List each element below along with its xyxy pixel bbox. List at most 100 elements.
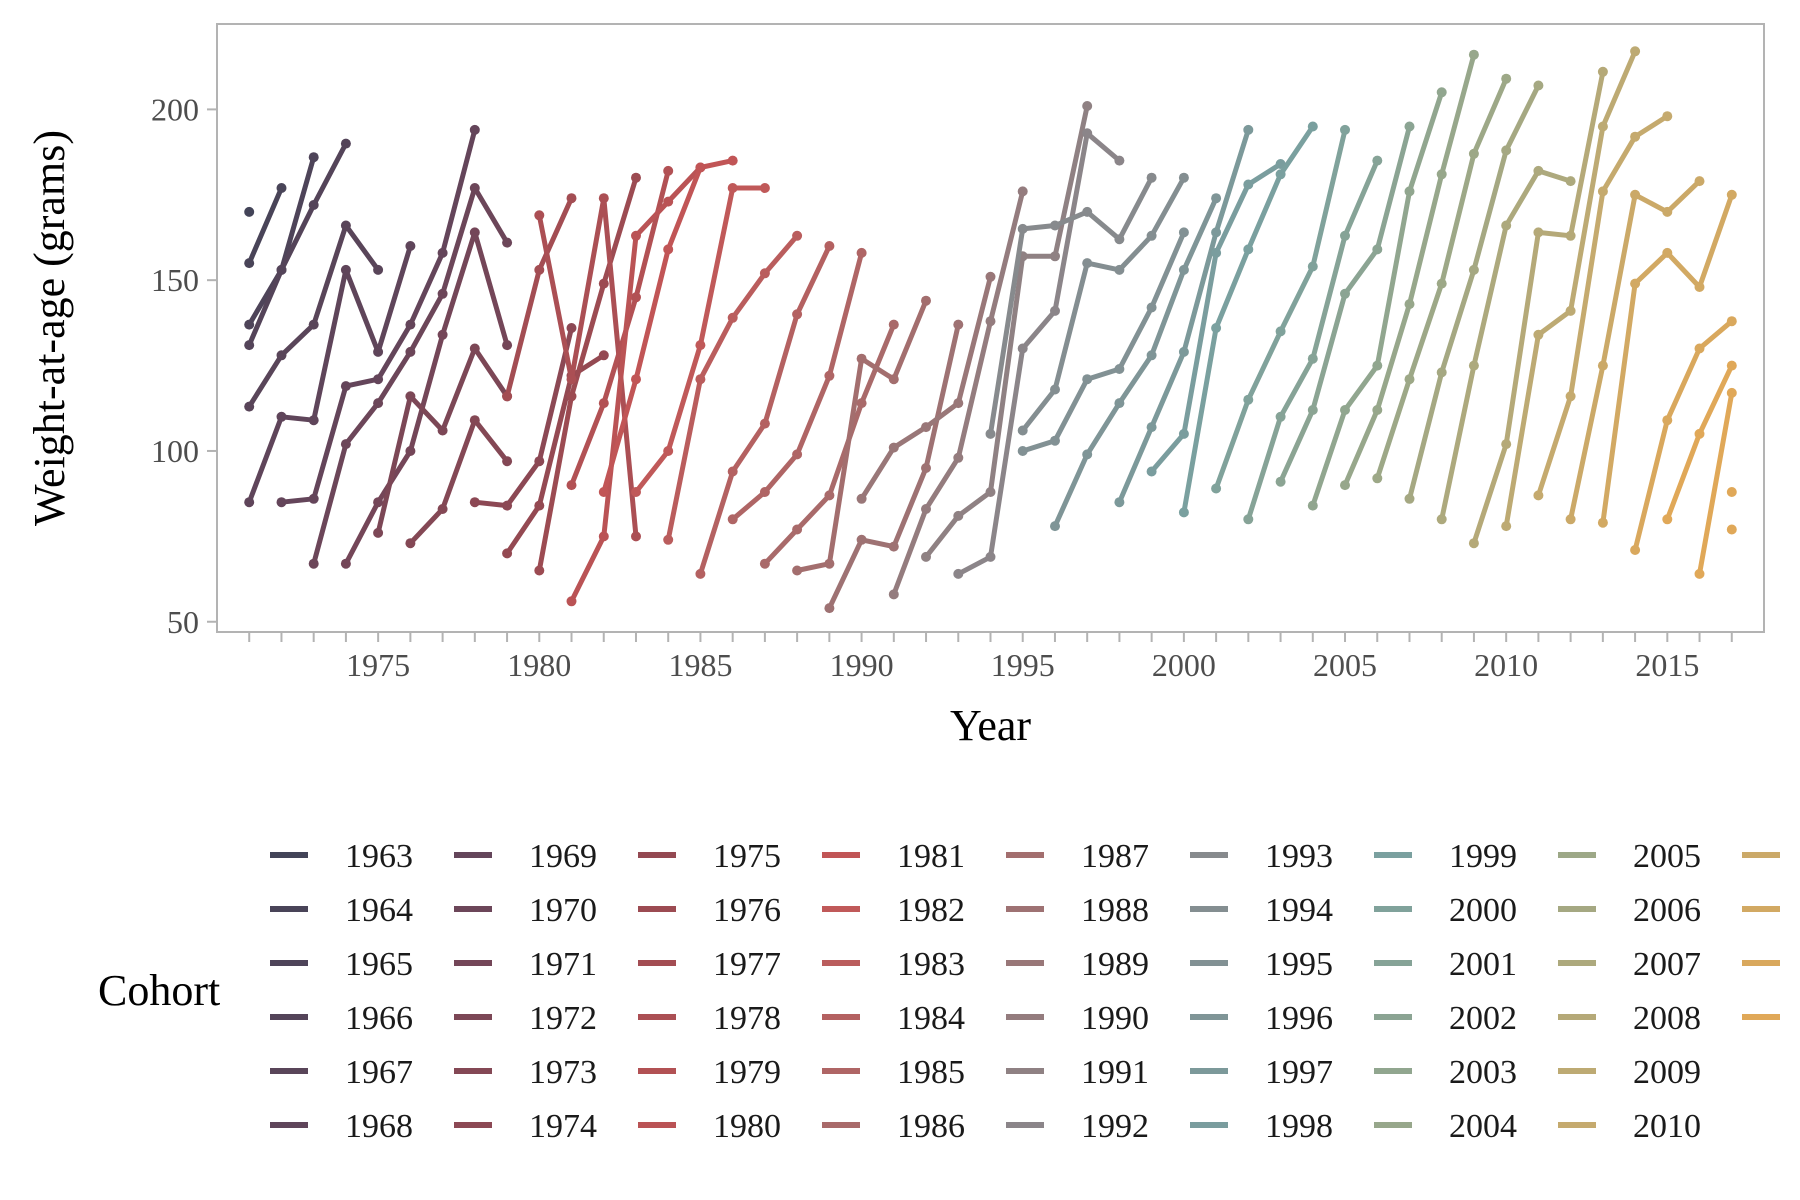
legend-item: 1981 (822, 838, 965, 875)
data-point (727, 466, 738, 477)
x-tick-label: 2015 (1635, 647, 1699, 683)
data-point (1211, 483, 1222, 494)
series-cohort-53 (1726, 524, 1737, 535)
data-point (631, 374, 641, 385)
data-point (1243, 179, 1254, 190)
series-1991 (921, 101, 1093, 562)
legend-item: 1980 (638, 1108, 781, 1145)
data-point (1372, 405, 1383, 415)
data-point (1050, 220, 1060, 231)
data-point (566, 193, 577, 204)
data-point (953, 319, 964, 330)
data-point (1275, 476, 1286, 487)
data-point (1340, 480, 1350, 491)
x-tick-label: 2005 (1313, 647, 1377, 683)
data-point (1404, 121, 1415, 132)
legend-item: 1965 (270, 946, 413, 983)
series-line (407, 417, 510, 546)
data-point (244, 497, 255, 508)
data-point (1082, 128, 1093, 139)
data-point (1082, 206, 1093, 217)
data-point (405, 538, 416, 549)
data-point (888, 589, 899, 600)
legend-label: 2008 (1633, 1000, 1701, 1037)
series-cohort-48 (1565, 176, 1705, 525)
data-point (985, 316, 996, 327)
data-point (566, 323, 577, 333)
data-point (792, 524, 803, 535)
data-point (792, 449, 803, 460)
legend-item: 2003 (1374, 1054, 1517, 1091)
legend-label: 2000 (1449, 892, 1517, 929)
data-point (1630, 545, 1641, 555)
data-point (727, 514, 738, 525)
legend-item: 1964 (270, 892, 413, 929)
data-point (1501, 439, 1512, 450)
data-point (502, 548, 513, 559)
legend-label: 1975 (713, 838, 781, 875)
legend-item: 2002 (1374, 1000, 1517, 1037)
data-point (1468, 148, 1479, 159)
legend-label: 1995 (1265, 946, 1333, 983)
series-1963 (244, 206, 255, 217)
data-point (1178, 428, 1189, 439)
data-point (1050, 521, 1060, 532)
data-point (695, 568, 706, 579)
data-point (1565, 305, 1576, 316)
series-1999 (1178, 121, 1318, 518)
data-point (1017, 343, 1028, 354)
legend-item: 1999 (1374, 838, 1517, 875)
data-point (727, 183, 738, 193)
legend-label: 2003 (1449, 1054, 1517, 1091)
data-point (437, 425, 448, 436)
data-point (1114, 155, 1125, 166)
data-point (953, 568, 964, 579)
data-point (953, 398, 964, 409)
data-point (1340, 288, 1350, 299)
series-1985 (727, 247, 867, 525)
data-point (1275, 169, 1286, 180)
legend-item: 1996 (1190, 1000, 1333, 1037)
data-point (1565, 514, 1576, 525)
series-line (1697, 390, 1735, 577)
data-point (1662, 247, 1673, 258)
data-point (469, 124, 480, 135)
data-point (276, 497, 287, 508)
series-2005 (1372, 73, 1512, 484)
data-point (534, 565, 545, 576)
data-point (1501, 145, 1512, 156)
series-1995 (1017, 227, 1189, 456)
data-point (727, 312, 738, 323)
data-point (631, 172, 641, 183)
legend-label: 1998 (1265, 1108, 1333, 1145)
series-line (1149, 161, 1284, 474)
legend-title: Cohort (98, 966, 220, 1015)
legend-item: 2005 (1558, 838, 1701, 875)
y-tick-label: 150 (151, 262, 199, 298)
legend-label: 1989 (1081, 946, 1149, 983)
data-point (1146, 466, 1157, 477)
legend-label: 1996 (1265, 1000, 1333, 1037)
legend-item: 1987 (1006, 838, 1149, 875)
data-point (1307, 353, 1318, 364)
data-point (1146, 172, 1157, 183)
series-line (1600, 192, 1735, 526)
legend-item: 1989 (1006, 946, 1149, 983)
data-point (534, 264, 545, 275)
series-2010 (1533, 111, 1673, 501)
data-point (373, 398, 384, 409)
data-point (759, 183, 770, 193)
series-1987 (792, 295, 931, 576)
data-point (1114, 497, 1125, 508)
data-point (1146, 350, 1157, 361)
legend-label: 2010 (1633, 1108, 1701, 1145)
data-point (244, 401, 255, 412)
series-line (246, 223, 381, 410)
legend-label: 1993 (1265, 838, 1333, 875)
data-point (1307, 500, 1318, 511)
data-point (1307, 405, 1318, 415)
data-point (373, 346, 384, 357)
x-tick-label: 1980 (507, 647, 571, 683)
data-point (1372, 155, 1383, 166)
data-point (373, 374, 384, 385)
